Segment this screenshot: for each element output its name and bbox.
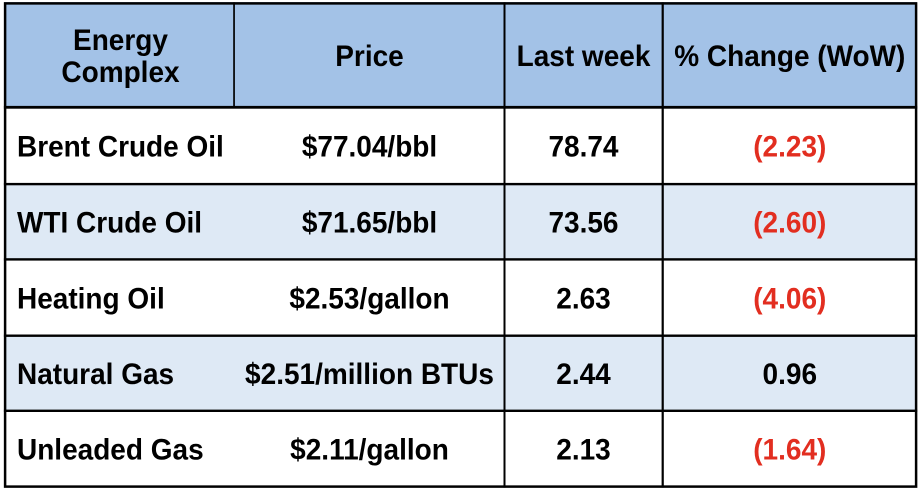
svg-text:% Change (WoW): % Change (WoW) (674, 40, 905, 73)
svg-text:Complex: Complex (61, 56, 179, 89)
svg-text:2.44: 2.44 (556, 358, 610, 391)
svg-text:$71.65/bbl: $71.65/bbl (302, 207, 437, 240)
svg-text:$77.04/bbl: $77.04/bbl (302, 131, 437, 164)
svg-text:0.96: 0.96 (763, 358, 817, 391)
svg-text:2.63: 2.63 (556, 283, 610, 316)
svg-text:$2.11/gallon: $2.11/gallon (290, 434, 449, 467)
svg-text:(1.64): (1.64) (753, 434, 826, 467)
svg-text:78.74: 78.74 (548, 131, 618, 164)
svg-text:Natural Gas: Natural Gas (17, 358, 174, 391)
svg-text:WTI Crude Oil: WTI Crude Oil (17, 207, 202, 240)
svg-text:Heating Oil: Heating Oil (17, 283, 165, 316)
svg-text:Price: Price (335, 40, 403, 73)
svg-text:(4.06): (4.06) (753, 283, 826, 316)
svg-text:Energy: Energy (73, 24, 168, 57)
svg-text:$2.51/million BTUs: $2.51/million BTUs (245, 358, 494, 391)
svg-text:Unleaded Gas: Unleaded Gas (17, 434, 204, 467)
svg-text:Last week: Last week (517, 40, 652, 73)
svg-text:Brent Crude Oil: Brent Crude Oil (17, 131, 224, 164)
svg-text:2.13: 2.13 (556, 434, 610, 467)
svg-text:(2.23): (2.23) (753, 131, 826, 164)
svg-text:(2.60): (2.60) (753, 207, 826, 240)
svg-text:$2.53/gallon: $2.53/gallon (289, 283, 449, 316)
svg-text:73.56: 73.56 (548, 207, 618, 240)
